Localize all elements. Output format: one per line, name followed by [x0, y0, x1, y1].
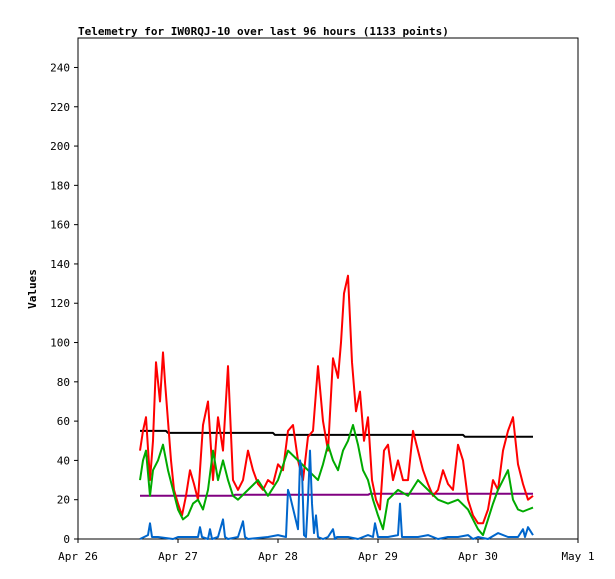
series-line-5	[139, 449, 534, 540]
series-line-4	[139, 424, 534, 537]
y-tick-label: 0	[63, 533, 70, 546]
y-tick-label: 200	[50, 140, 70, 153]
plot-frame	[77, 37, 579, 540]
x-tick-label: Apr 26	[58, 550, 98, 563]
x-tick-label: Apr 28	[258, 550, 298, 563]
y-axis: 0 20 40 60 80 100 120 140 160 180 200 220 240	[50, 61, 78, 546]
y-tick-label: 100	[50, 337, 70, 350]
series-line-2	[140, 492, 533, 497]
y-tick-label: 140	[50, 258, 70, 271]
x-tick-label: Apr 30	[458, 550, 498, 563]
y-tick-label: 240	[50, 61, 70, 74]
x-tick-label: May 1	[561, 550, 594, 563]
series-layer	[139, 274, 534, 540]
x-tick-label: Apr 29	[358, 550, 398, 563]
series-line-3	[139, 274, 534, 525]
y-axis-label: Values	[26, 269, 39, 309]
y-tick-label: 40	[57, 454, 70, 467]
chart-title: Telemetry for IW0RQJ-10 over last 96 hou…	[78, 25, 449, 38]
y-tick-label: 220	[50, 101, 70, 114]
y-tick-label: 60	[57, 415, 70, 428]
y-tick-label: 20	[57, 494, 70, 507]
x-axis: Apr 26 Apr 27 Apr 28 Apr 29 Apr 30 May 1	[58, 539, 595, 563]
series-line-1	[140, 429, 533, 438]
y-tick-label: 180	[50, 179, 70, 192]
x-tick-label: Apr 27	[158, 550, 198, 563]
y-tick-label: 120	[50, 297, 70, 310]
y-tick-label: 80	[57, 376, 70, 389]
y-tick-label: 160	[50, 219, 70, 232]
